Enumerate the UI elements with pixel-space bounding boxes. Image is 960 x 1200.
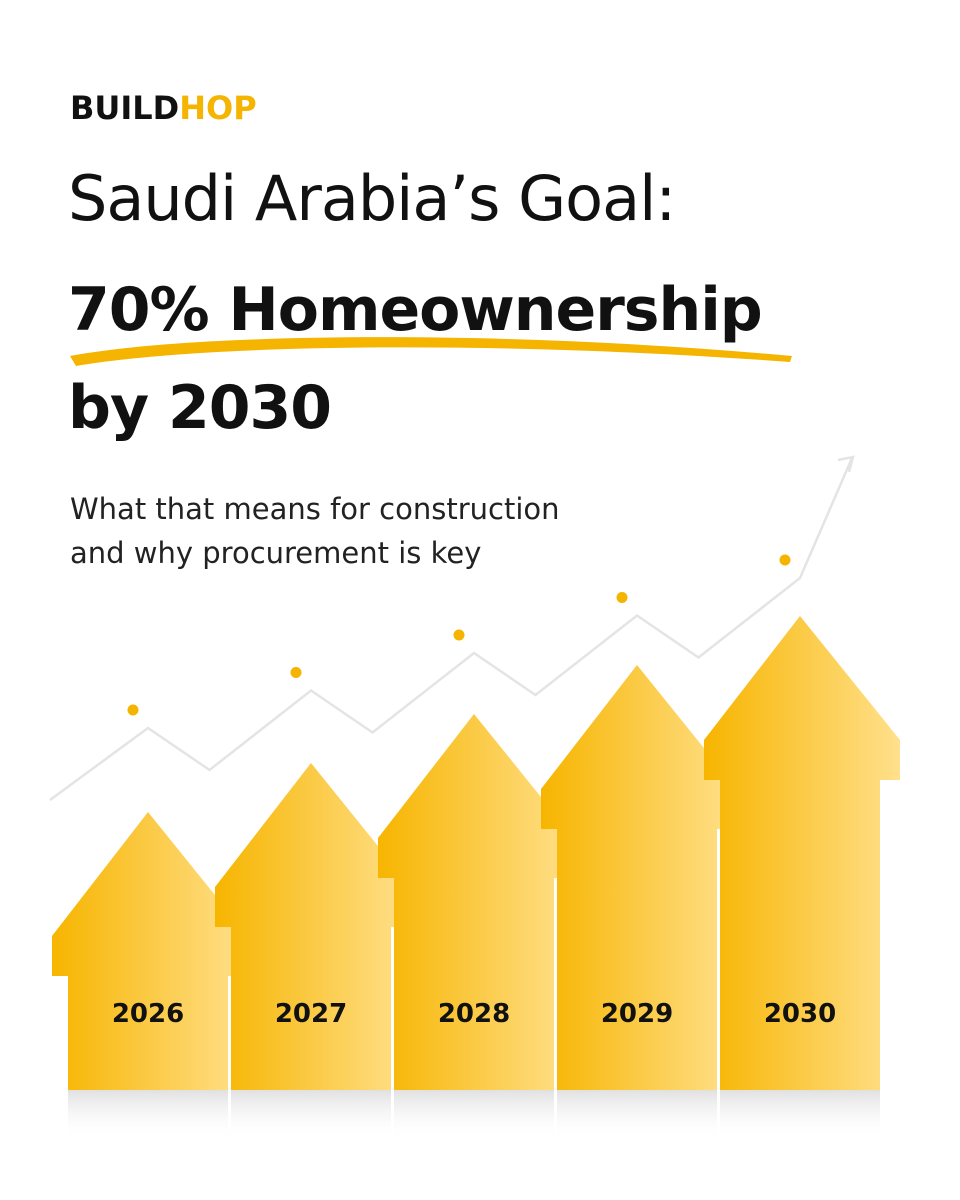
- buildhop-logo: BUILDHOP: [70, 92, 257, 124]
- logo-text-hop: HOP: [179, 89, 257, 127]
- trend-dot: [616, 592, 628, 603]
- headline-line-3: by 2030: [68, 373, 332, 443]
- logo-text-build: BUILD: [70, 89, 180, 127]
- trend-dot: [779, 554, 791, 566]
- house-arrow-bar-2026: [52, 812, 248, 1090]
- year-label-2027: 2027: [275, 999, 347, 1029]
- trend-line: [49, 457, 854, 802]
- bar-shadow: [720, 1090, 880, 1140]
- subtitle-line-1: What that means for construction: [70, 492, 560, 526]
- year-label-2030: 2030: [764, 999, 836, 1029]
- growth-chart: 2026 2027 2028 2029 2030: [49, 455, 900, 1140]
- year-label-2028: 2028: [438, 999, 510, 1029]
- bar-shadow: [557, 1090, 717, 1140]
- headline-line-2: 70% Homeownership: [68, 275, 763, 345]
- year-label-2029: 2029: [601, 999, 673, 1029]
- subtitle-line-2: and why procurement is key: [70, 535, 482, 570]
- house-arrow-bar-2027: [215, 763, 411, 1090]
- bar-shadow: [68, 1090, 228, 1140]
- trend-dot: [290, 667, 302, 678]
- year-label-2026: 2026: [112, 999, 184, 1029]
- headline-line-1: Saudi Arabia’s Goal:: [68, 162, 676, 235]
- subtitle: What that means for construction and why…: [70, 488, 630, 575]
- house-arrow-bar-2029: [541, 665, 737, 1090]
- house-arrow-bar-2030: [704, 616, 900, 1090]
- house-arrow-bar-2028: [378, 714, 574, 1090]
- headline-underline-swoosh: [70, 337, 792, 366]
- trend-arrowhead: [837, 455, 855, 473]
- bar-shadow: [231, 1090, 391, 1140]
- trend-dot: [127, 704, 139, 716]
- bar-shadow: [394, 1090, 554, 1140]
- trend-dot: [453, 629, 465, 641]
